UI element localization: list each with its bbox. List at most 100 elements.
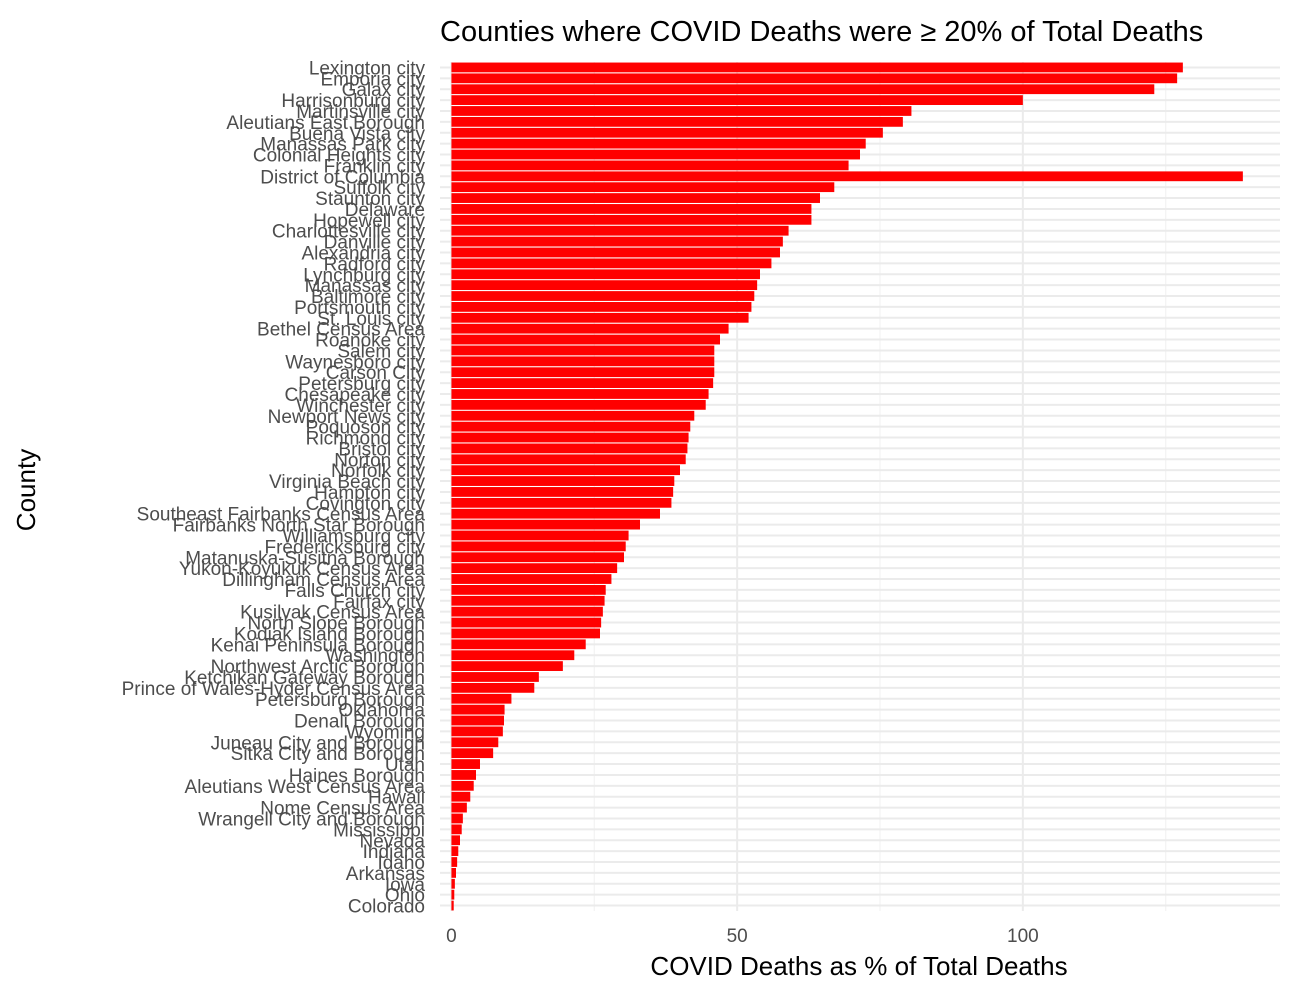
bar (451, 835, 460, 846)
y-tick-label: Alexandria city (301, 243, 425, 264)
bar (451, 497, 672, 508)
bar (451, 802, 467, 813)
x-tick-label: 100 (1007, 926, 1039, 947)
y-tick-label: Idaho (377, 853, 425, 874)
bar (451, 421, 691, 432)
y-tick-label: Hawaii (368, 788, 425, 809)
y-tick-label: Colonial Heights city (253, 146, 426, 167)
bar (451, 868, 456, 878)
y-tick-label: Bethel Census Area (257, 320, 425, 341)
y-tick-label: Lynchburg city (303, 265, 425, 286)
bar (451, 454, 686, 465)
y-tick-label: Kenai Peninsula Borough (211, 635, 425, 656)
bar (451, 476, 675, 486)
y-tick-label: Ohio (385, 886, 425, 907)
y-tick-label: Utah (385, 755, 425, 776)
y-tick-label: North Slope Borough (248, 614, 425, 635)
bar (451, 432, 689, 443)
y-tick-label: Petersburg Borough (255, 690, 425, 711)
y-tick-label: Fairfax city (333, 592, 425, 613)
bar (451, 574, 612, 584)
bar (451, 84, 1155, 95)
x-tick-labels: 0 50 100 (446, 926, 1039, 947)
y-tick-label: St. Louis city (317, 309, 425, 330)
y-tick-label: Richmond city (306, 429, 426, 450)
bar (451, 878, 455, 889)
bar (451, 900, 454, 911)
bar (451, 280, 758, 291)
y-tick-label: Colorado (348, 897, 425, 918)
bar (451, 737, 499, 748)
bar (451, 95, 1023, 105)
y-tick-label: Salem city (337, 341, 425, 362)
y-tick-label: Roanoke city (315, 331, 425, 352)
y-tick-label: District of Columbia (260, 167, 425, 188)
bar (451, 149, 860, 160)
bar (451, 650, 575, 661)
y-tick-label: Manassas city (305, 276, 426, 297)
bar (451, 127, 883, 138)
y-tick-label: Oklahoma (338, 701, 425, 722)
y-tick-label: Aleutians West Census Area (185, 777, 426, 798)
y-tick-label: Hopewell city (313, 211, 425, 232)
bar (451, 857, 458, 867)
y-tick-label: Sitka City and Borough (231, 744, 425, 765)
bar (451, 595, 605, 606)
y-tick-label: Delaware (345, 200, 425, 221)
bar (451, 378, 714, 388)
bar-layer (451, 62, 1243, 911)
bar (451, 704, 505, 715)
bar (451, 552, 624, 563)
y-tick-label: Radford city (324, 254, 426, 275)
bar (451, 291, 755, 301)
bar (451, 628, 600, 639)
bar (451, 606, 603, 617)
bar (451, 236, 783, 247)
y-tick-label: Aleutians East Borough (226, 113, 425, 134)
bar (451, 247, 780, 258)
bar (451, 73, 1178, 84)
bar (451, 519, 640, 530)
bar (451, 62, 1183, 73)
y-tick-label: Chesapeake city (285, 385, 426, 406)
bar (451, 770, 476, 780)
y-tick-label: Portsmouth city (294, 298, 425, 319)
bar (451, 791, 471, 802)
y-tick-label: Matanuska-Susitna Borough (185, 548, 425, 569)
bar (451, 813, 463, 824)
y-tick-label: Dillingham Census Area (222, 570, 425, 591)
chart-title: Counties where COVID Deaths were ≥ 20% o… (440, 16, 1203, 48)
bar (451, 846, 459, 857)
bar (451, 399, 706, 410)
bar (451, 617, 602, 628)
bar (451, 269, 760, 280)
y-tick-label: Washington (325, 646, 425, 667)
y-tick-label: Fredericksburg city (265, 537, 426, 558)
y-tick-label: Hampton city (314, 483, 425, 504)
bar (451, 106, 912, 116)
bar (451, 116, 903, 127)
bar (451, 585, 606, 595)
y-tick-label: Nevada (360, 831, 426, 852)
y-tick-label: Haines Borough (289, 766, 425, 787)
y-tick-label: Emporia city (320, 69, 425, 90)
y-tick-label: Falls Church city (285, 581, 426, 602)
bar (451, 563, 618, 574)
bar (451, 672, 539, 682)
y-tick-label: Staunton city (315, 189, 425, 210)
bar (451, 410, 695, 421)
y-tick-label: Nome Census Area (260, 799, 425, 820)
y-tick-label: Bristol city (338, 439, 425, 460)
y-tick-label: Kusilvak Census Area (240, 603, 425, 624)
y-tick-label: Baltimore city (311, 287, 426, 308)
y-tick-label: Buena Vista city (289, 124, 425, 145)
y-tick-label: Iowa (385, 875, 426, 896)
bar (451, 715, 504, 726)
bar (451, 487, 674, 497)
y-tick-label: Indiana (363, 842, 426, 863)
y-tick-label: Northwest Arctic Borough (211, 657, 425, 678)
bar (451, 138, 866, 149)
bar (451, 759, 480, 769)
